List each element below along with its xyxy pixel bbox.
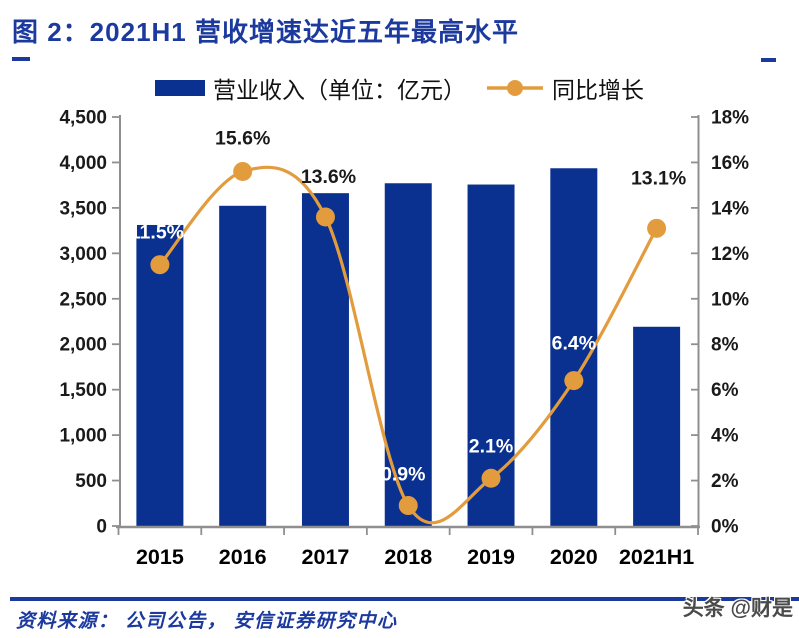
point-label-2020: 6.4% [552, 333, 596, 355]
y-axis-left-label: 0 [96, 517, 107, 538]
y-axis-left-label: 3,500 [59, 198, 107, 219]
point-label-2016: 15.6% [215, 128, 270, 150]
y-axis-right-label: 6% [711, 380, 739, 401]
y-axis-right-label: 12% [711, 244, 749, 265]
point-label-2021H1: 13.1% [631, 167, 686, 189]
source-note: 资料来源： 公司公告， 安信证券研究中心 [16, 611, 398, 632]
x-axis-label-2020: 2020 [550, 545, 598, 569]
y-axis-left-label: 500 [75, 471, 107, 492]
watermark-badge: 头条 @财是 [682, 597, 793, 620]
y-axis-right-label: 16% [711, 153, 749, 174]
y-axis-right-label: 4% [711, 426, 739, 447]
line-point-2020 [564, 371, 584, 391]
y-axis-right-label: 18% [711, 108, 749, 129]
y-axis-left-label: 4,500 [59, 108, 107, 129]
x-axis-label-2019: 2019 [467, 545, 515, 569]
figure-title: 图 2：2021H1 营收增速达近五年最高水平 [12, 17, 519, 47]
bar-2016 [219, 205, 267, 526]
bar-2017 [301, 193, 349, 526]
bar-2020 [550, 168, 598, 526]
x-axis-label-2021H1: 2021H1 [619, 545, 694, 569]
line-point-2016 [233, 162, 253, 182]
y-axis-right-label: 2% [711, 471, 739, 492]
title-dash-left [12, 57, 30, 61]
line-point-2019 [481, 468, 501, 488]
y-axis-right-label: 10% [711, 289, 749, 310]
legend-bar-swatch-icon [155, 80, 205, 96]
line-point-2017 [315, 207, 335, 227]
line-point-2021H1 [647, 218, 667, 238]
point-label-2017: 13.6% [301, 166, 356, 188]
bar-2015 [136, 224, 184, 526]
point-label-2019: 2.1% [469, 435, 513, 457]
legend-bar-label: 营业收入（单位：亿元） [213, 77, 466, 103]
point-label-2018: 0.9% [381, 464, 425, 486]
y-axis-left-label: 1,500 [59, 380, 107, 401]
legend-line-label: 同比增长 [552, 77, 644, 103]
y-axis-left-label: 2,500 [59, 289, 107, 310]
x-axis-label-2018: 2018 [384, 545, 432, 569]
line-point-2015 [150, 255, 170, 275]
y-axis-left-label: 4,000 [59, 153, 107, 174]
x-axis-label-2015: 2015 [136, 545, 184, 569]
y-axis-left-label: 2,000 [59, 335, 107, 356]
x-axis-label-2016: 2016 [219, 545, 267, 569]
footer-divider [10, 597, 799, 601]
y-axis-left-label: 3,000 [59, 244, 107, 265]
bar-2021H1 [633, 326, 681, 526]
x-axis-label-2017: 2017 [302, 545, 350, 569]
title-dash-right [761, 58, 776, 62]
line-point-2018 [398, 496, 418, 516]
legend-line-marker-icon [486, 78, 544, 98]
point-label-2015: 11.5% [130, 222, 184, 244]
y-axis-left-label: 1,000 [59, 426, 107, 447]
chart-legend: 营业收入（单位：亿元） 同比增长 [0, 70, 799, 106]
y-axis-right-label: 0% [711, 517, 739, 538]
y-axis-right-label: 8% [711, 335, 739, 356]
y-axis-right-label: 14% [711, 198, 749, 219]
